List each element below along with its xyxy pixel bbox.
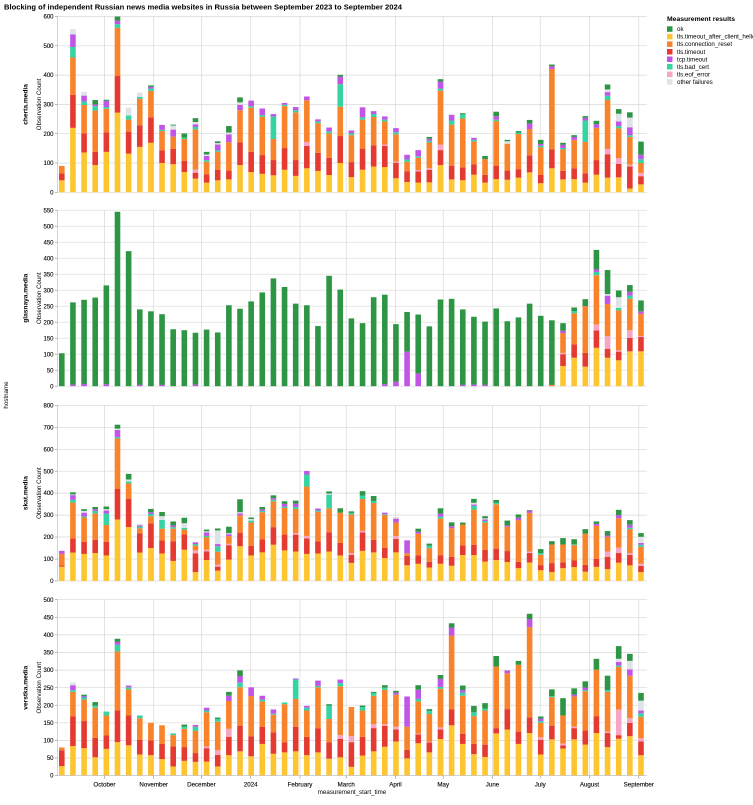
svg-text:March: March xyxy=(338,782,356,789)
svg-text:250: 250 xyxy=(43,686,54,692)
svg-text:150: 150 xyxy=(43,336,54,342)
svg-text:December: December xyxy=(187,782,216,789)
svg-text:450: 450 xyxy=(43,240,54,246)
svg-text:tls.timeout_after_client_hello: tls.timeout_after_client_hello xyxy=(677,34,753,41)
svg-text:tcp.timeout: tcp.timeout xyxy=(677,56,708,63)
svg-text:July: July xyxy=(535,782,547,789)
svg-text:350: 350 xyxy=(43,272,54,278)
svg-text:2024: 2024 xyxy=(244,782,258,789)
svg-text:other failures: other failures xyxy=(677,79,713,86)
svg-text:450: 450 xyxy=(43,615,54,621)
svg-text:300: 300 xyxy=(43,668,54,674)
svg-text:600: 600 xyxy=(43,447,54,453)
svg-text:August: August xyxy=(580,782,600,789)
svg-text:500: 500 xyxy=(43,44,54,50)
svg-text:100: 100 xyxy=(43,557,54,563)
svg-text:Blocking of independent Russia: Blocking of independent Russian news med… xyxy=(4,3,403,12)
svg-text:September: September xyxy=(624,782,654,789)
svg-text:100: 100 xyxy=(43,352,54,358)
svg-text:0: 0 xyxy=(50,579,54,585)
svg-text:skat.media: skat.media xyxy=(22,476,29,510)
svg-text:200: 200 xyxy=(43,703,54,709)
svg-text:500: 500 xyxy=(43,469,54,475)
svg-text:400: 400 xyxy=(43,256,54,262)
svg-text:Observation Count: Observation Count xyxy=(36,662,43,714)
svg-text:November: November xyxy=(139,782,168,789)
svg-text:glasnaya.media: glasnaya.media xyxy=(22,273,29,322)
svg-text:300: 300 xyxy=(43,103,54,109)
svg-text:600: 600 xyxy=(43,15,54,21)
svg-text:hostname: hostname xyxy=(3,381,10,409)
svg-text:Observation Count: Observation Count xyxy=(36,272,43,324)
svg-text:tls.connection_reset: tls.connection_reset xyxy=(677,41,732,48)
svg-text:measurement_start_time: measurement_start_time xyxy=(318,789,387,796)
svg-text:700: 700 xyxy=(43,425,54,431)
svg-text:50: 50 xyxy=(47,368,54,374)
svg-text:cherta.media: cherta.media xyxy=(22,84,29,125)
svg-text:350: 350 xyxy=(43,651,54,657)
svg-text:February: February xyxy=(288,782,314,789)
svg-text:Observation Count: Observation Count xyxy=(36,78,43,130)
svg-text:550: 550 xyxy=(43,208,54,214)
svg-text:October: October xyxy=(93,782,115,789)
svg-text:200: 200 xyxy=(43,132,54,138)
svg-text:300: 300 xyxy=(43,288,54,294)
svg-text:May: May xyxy=(437,782,450,789)
svg-text:ok: ok xyxy=(677,26,684,33)
svg-text:800: 800 xyxy=(43,404,54,410)
svg-text:50: 50 xyxy=(47,756,54,762)
svg-text:tls.bad_cert: tls.bad_cert xyxy=(677,64,709,71)
svg-text:tls.eof_error: tls.eof_error xyxy=(677,71,710,78)
svg-text:June: June xyxy=(486,782,500,789)
svg-text:100: 100 xyxy=(43,161,54,167)
svg-text:400: 400 xyxy=(43,73,54,79)
svg-text:0: 0 xyxy=(50,190,54,196)
svg-text:Observation Count: Observation Count xyxy=(36,467,43,519)
svg-text:Measurement results: Measurement results xyxy=(667,16,735,23)
svg-text:0: 0 xyxy=(50,384,54,390)
svg-text:200: 200 xyxy=(43,320,54,326)
svg-text:400: 400 xyxy=(43,491,54,497)
svg-text:200: 200 xyxy=(43,535,54,541)
svg-text:300: 300 xyxy=(43,513,54,519)
svg-text:500: 500 xyxy=(43,598,54,604)
svg-text:100: 100 xyxy=(43,739,54,745)
svg-text:0: 0 xyxy=(50,774,54,780)
svg-text:tls.timeout: tls.timeout xyxy=(677,49,705,56)
svg-text:April: April xyxy=(389,782,401,789)
svg-text:500: 500 xyxy=(43,224,54,230)
svg-text:400: 400 xyxy=(43,633,54,639)
svg-text:150: 150 xyxy=(43,721,54,727)
svg-text:verstka.media: verstka.media xyxy=(22,665,29,709)
svg-text:250: 250 xyxy=(43,304,54,310)
